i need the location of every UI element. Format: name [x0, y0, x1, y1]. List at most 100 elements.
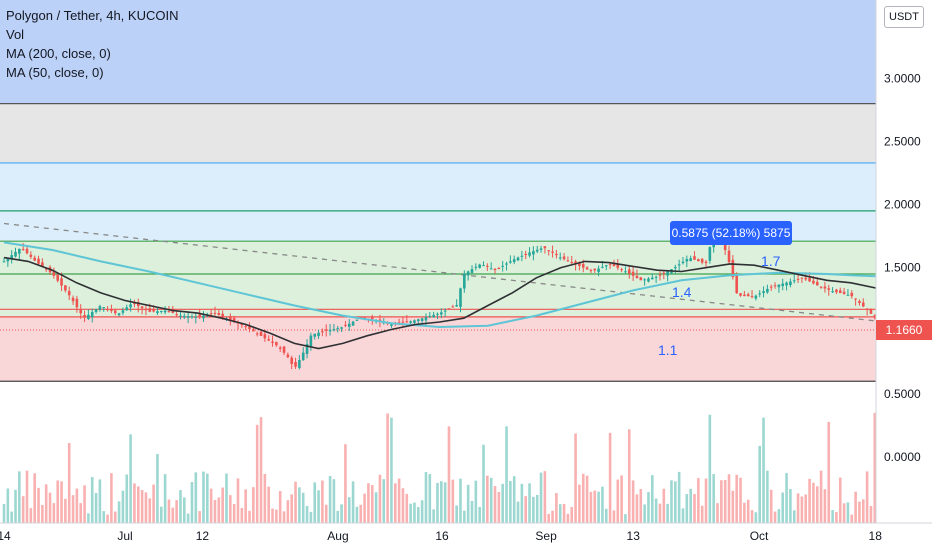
volume-bar [524, 496, 528, 523]
volume-bar [620, 475, 623, 523]
volume-bar [800, 496, 804, 523]
candle-body [336, 328, 340, 330]
x-tick-label: Jul [117, 529, 132, 543]
candle-body [370, 316, 374, 320]
volume-bar [470, 501, 474, 523]
candle-body [639, 277, 643, 281]
candle-body [819, 286, 823, 288]
volume-bar [413, 502, 416, 523]
candle-body [190, 316, 194, 318]
candle-body [163, 310, 167, 313]
volume-bar [712, 474, 715, 523]
candle-body [344, 324, 347, 326]
candle-body [827, 288, 831, 290]
x-tick-label: Aug [327, 529, 348, 543]
candle-body [723, 240, 727, 251]
candle-body [420, 318, 424, 322]
candle-body [815, 281, 819, 286]
candle-body [539, 248, 543, 250]
volume-bar [854, 491, 857, 523]
candle-body [612, 262, 616, 267]
candle-body [620, 269, 623, 271]
candle-body [631, 271, 635, 276]
y-tick-label: 2.0000 [884, 198, 921, 212]
candle-body [148, 308, 152, 312]
volume-bar [209, 488, 213, 523]
volume-bar [497, 492, 501, 523]
candle-body [29, 254, 33, 257]
volume-bar [113, 511, 117, 523]
candle-body [317, 332, 320, 337]
candle-body [501, 265, 504, 267]
x-tick-label: 16 [435, 529, 449, 543]
candle-body [64, 285, 67, 291]
candle-body [18, 248, 21, 254]
volume-bar [428, 474, 432, 523]
candle-body [198, 314, 201, 317]
volume-bar [324, 504, 328, 523]
volume-bar [56, 480, 60, 523]
volume-bar [252, 487, 255, 523]
volume-bar [447, 426, 451, 523]
volume-bar [835, 512, 838, 523]
candle-body [144, 308, 148, 311]
volume-bar [543, 471, 547, 523]
volume-bar [723, 480, 727, 523]
volume-bar [152, 484, 155, 523]
candle-body [662, 272, 666, 274]
volume-bar [865, 471, 869, 523]
candle-body [179, 315, 182, 317]
candle-body [746, 294, 750, 297]
legend-symbol: Polygon / Tether, 4h, KUCOIN [6, 8, 179, 23]
candle-body [800, 277, 804, 279]
currency-unit-button[interactable]: USDT [884, 6, 924, 28]
candle-body [532, 251, 535, 255]
candle-body [159, 310, 163, 312]
volume-bar [110, 473, 113, 523]
candle-body [869, 309, 873, 314]
x-tick-label: Sep [535, 529, 557, 543]
volume-bar [758, 445, 762, 523]
candle-body [754, 295, 758, 299]
volume-bar [581, 473, 585, 523]
volume-bar [87, 513, 90, 523]
volume-bar [409, 503, 412, 523]
candle-body [838, 290, 842, 294]
legend-vol: Vol [6, 27, 25, 42]
volume-bar [785, 473, 788, 523]
chart-legend: Polygon / Tether, 4h, KUCOIN Vol MA (200… [6, 6, 178, 82]
candle-body [440, 312, 443, 315]
candle-body [796, 278, 800, 280]
legend-ma200: MA (200, close, 0) [6, 46, 111, 61]
volume-bar [278, 491, 282, 523]
candle-body [432, 314, 435, 318]
candle-body [520, 255, 524, 257]
volume-bar [125, 474, 129, 523]
volume-bar [570, 507, 574, 523]
candle-body [447, 308, 451, 310]
volume-bar [190, 482, 194, 523]
candle-body [470, 269, 474, 273]
candle-body [413, 320, 416, 323]
volume-bar [555, 493, 558, 523]
candle-body [727, 250, 731, 263]
candle-body [704, 261, 708, 264]
volume-bar [846, 502, 850, 523]
candle-body [547, 250, 551, 252]
volume-bar [463, 510, 466, 523]
volume-bar [10, 511, 13, 523]
volume-bar [282, 511, 286, 523]
candle-body [731, 259, 735, 278]
candle-body [674, 267, 677, 269]
candle-body [252, 329, 255, 332]
volume-bar [815, 486, 819, 523]
volume-bar [359, 504, 363, 523]
volume-bar [831, 510, 834, 523]
volume-bar [255, 424, 259, 523]
volume-bar [489, 477, 493, 523]
candle-body [773, 285, 777, 287]
volume-bar [486, 475, 489, 523]
volume-bar [566, 513, 570, 523]
candle-body [735, 275, 738, 294]
